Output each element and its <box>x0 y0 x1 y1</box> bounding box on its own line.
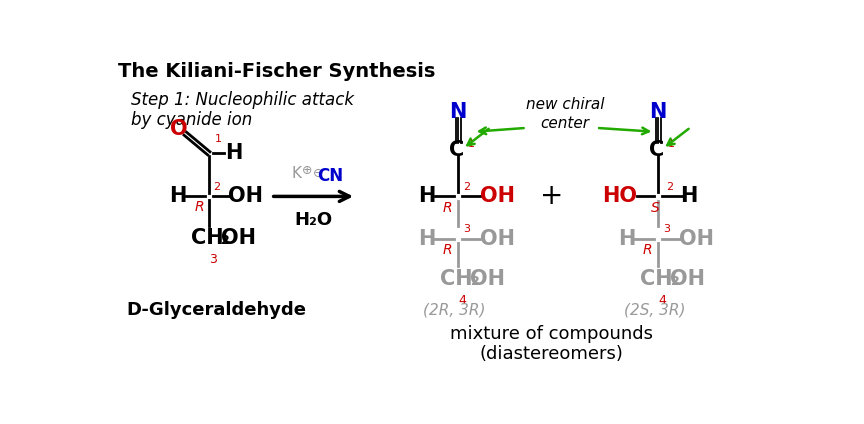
Text: C: C <box>449 140 464 160</box>
Text: OH: OH <box>679 229 715 249</box>
Text: 2: 2 <box>463 182 470 192</box>
Text: H₂O: H₂O <box>295 210 333 229</box>
Text: by cyanide ion: by cyanide ion <box>131 111 252 129</box>
Text: 2: 2 <box>666 182 673 192</box>
Text: H: H <box>681 187 698 206</box>
Text: K: K <box>291 166 302 181</box>
Text: ⊖: ⊖ <box>313 167 323 180</box>
Text: OH: OH <box>480 229 515 249</box>
Text: 3: 3 <box>209 253 217 266</box>
Text: new chiral: new chiral <box>526 97 605 112</box>
Text: +: + <box>540 182 563 210</box>
Text: 1: 1 <box>668 139 675 149</box>
Text: O: O <box>170 119 188 139</box>
Text: 1: 1 <box>215 134 222 144</box>
Text: 2: 2 <box>221 234 230 247</box>
Text: S: S <box>651 201 659 215</box>
Text: HO: HO <box>602 187 637 206</box>
Text: H: H <box>225 143 242 163</box>
Text: OH: OH <box>228 187 264 206</box>
Text: OH: OH <box>670 269 705 289</box>
Text: 2: 2 <box>471 275 480 287</box>
Text: OH: OH <box>480 187 515 206</box>
Text: N: N <box>650 102 667 122</box>
Text: D-Glyceraldehyde: D-Glyceraldehyde <box>126 301 307 318</box>
Text: center: center <box>541 116 590 131</box>
Text: N: N <box>449 102 467 122</box>
Text: 4: 4 <box>658 294 666 307</box>
Text: H: H <box>619 229 636 249</box>
Text: CH: CH <box>441 269 473 289</box>
Text: (diastereomers): (diastereomers) <box>480 345 623 363</box>
Text: R: R <box>442 201 452 215</box>
Text: mixture of compounds: mixture of compounds <box>450 325 653 343</box>
Text: H: H <box>169 187 187 206</box>
Text: OH: OH <box>470 269 505 289</box>
Text: 3: 3 <box>663 224 670 234</box>
Text: CH: CH <box>640 269 673 289</box>
Text: R: R <box>194 200 204 214</box>
Text: H: H <box>419 187 436 206</box>
Text: OH: OH <box>220 228 256 248</box>
Text: CH: CH <box>191 228 224 248</box>
Text: 1: 1 <box>467 139 474 149</box>
Text: R: R <box>643 243 652 257</box>
Text: 2: 2 <box>213 182 220 192</box>
Text: CN: CN <box>317 167 344 185</box>
Text: (2S, 3R): (2S, 3R) <box>624 302 685 317</box>
Text: 3: 3 <box>463 224 470 234</box>
Text: H: H <box>419 229 436 249</box>
Text: The Kiliani-Fischer Synthesis: The Kiliani-Fischer Synthesis <box>118 61 435 81</box>
Text: R: R <box>442 243 452 257</box>
Text: Step 1: Nucleophilic attack: Step 1: Nucleophilic attack <box>131 91 354 109</box>
Text: 2: 2 <box>671 275 680 287</box>
Text: C: C <box>649 140 664 160</box>
Text: ⊕: ⊕ <box>302 164 313 177</box>
Text: 4: 4 <box>458 294 466 307</box>
Text: (2R, 3R): (2R, 3R) <box>423 302 486 317</box>
